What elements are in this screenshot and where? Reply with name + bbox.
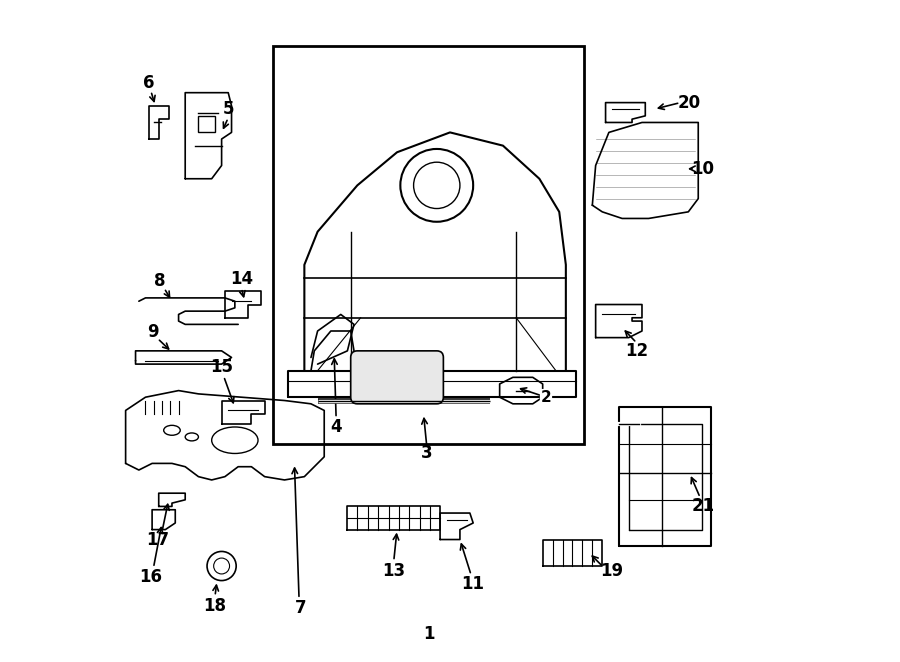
Text: 4: 4	[330, 418, 342, 436]
Text: 7: 7	[295, 598, 307, 617]
Text: 18: 18	[203, 596, 227, 615]
Text: 1: 1	[423, 625, 435, 643]
Ellipse shape	[164, 426, 180, 436]
Text: 16: 16	[140, 568, 162, 587]
Text: 21: 21	[691, 497, 715, 516]
Text: 9: 9	[148, 323, 159, 342]
Text: 20: 20	[678, 93, 701, 112]
Ellipse shape	[185, 433, 198, 441]
Text: 3: 3	[421, 444, 433, 463]
Text: 13: 13	[382, 561, 405, 580]
Text: 2: 2	[541, 390, 552, 404]
Ellipse shape	[212, 427, 258, 453]
FancyBboxPatch shape	[351, 351, 444, 404]
FancyBboxPatch shape	[274, 46, 584, 444]
Text: 14: 14	[230, 270, 253, 289]
Text: 12: 12	[626, 342, 648, 360]
Bar	[198, 116, 215, 132]
Text: 17: 17	[146, 530, 169, 549]
Text: 15: 15	[210, 358, 233, 377]
Text: 5: 5	[222, 100, 234, 118]
Text: 19: 19	[600, 561, 624, 580]
Text: 11: 11	[462, 575, 485, 593]
Text: 6: 6	[143, 73, 155, 92]
Text: 10: 10	[691, 160, 715, 178]
Text: 8: 8	[154, 272, 166, 291]
